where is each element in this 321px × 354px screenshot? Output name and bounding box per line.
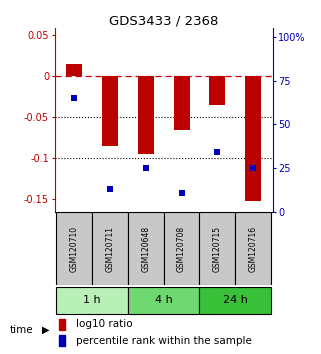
Bar (92, 212, 128, 285)
Bar (138, 76, 154, 154)
Point (143, 165, 148, 171)
Text: GSM120708: GSM120708 (177, 225, 186, 272)
Text: 4 h: 4 h (155, 295, 173, 305)
Text: time: time (10, 325, 33, 335)
Text: GSM120716: GSM120716 (249, 225, 258, 272)
Bar (164, 212, 199, 285)
Text: 1 h: 1 h (83, 295, 101, 305)
Bar (235, 212, 271, 285)
Point (179, 190, 184, 195)
Point (108, 186, 113, 192)
Point (72, 95, 77, 101)
Text: ▶: ▶ (42, 325, 49, 335)
Point (251, 165, 256, 171)
Bar (199, 287, 271, 314)
Bar (59, 319, 65, 330)
Title: GDS3433 / 2368: GDS3433 / 2368 (109, 14, 218, 27)
Text: GSM120711: GSM120711 (106, 225, 115, 272)
Bar (209, 76, 225, 105)
Text: GSM120710: GSM120710 (70, 225, 79, 272)
Text: log10 ratio: log10 ratio (76, 319, 133, 329)
Text: 24 h: 24 h (223, 295, 248, 305)
Bar (56, 287, 128, 314)
Text: GSM120648: GSM120648 (141, 225, 150, 272)
Point (215, 150, 220, 155)
Bar (245, 76, 261, 201)
Text: GSM120715: GSM120715 (213, 225, 222, 272)
Text: percentile rank within the sample: percentile rank within the sample (76, 336, 252, 346)
Bar (102, 76, 118, 146)
Bar (128, 212, 164, 285)
Bar (59, 335, 65, 346)
Bar (128, 287, 199, 314)
Bar (199, 212, 235, 285)
Bar (56, 212, 92, 285)
Bar (174, 76, 190, 130)
Bar (66, 64, 82, 76)
